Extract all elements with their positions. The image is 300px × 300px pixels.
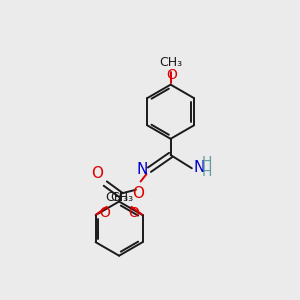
- Text: H: H: [202, 165, 212, 179]
- Text: N: N: [137, 162, 148, 177]
- Text: O: O: [132, 186, 144, 201]
- Text: H: H: [202, 155, 212, 170]
- Text: O: O: [91, 166, 103, 181]
- Text: O: O: [128, 206, 139, 220]
- Text: CH₃: CH₃: [110, 191, 133, 204]
- Text: O: O: [99, 206, 110, 220]
- Text: CH₃: CH₃: [105, 191, 128, 204]
- Text: CH₃: CH₃: [160, 56, 183, 69]
- Text: O: O: [166, 68, 177, 82]
- Text: N: N: [193, 160, 205, 175]
